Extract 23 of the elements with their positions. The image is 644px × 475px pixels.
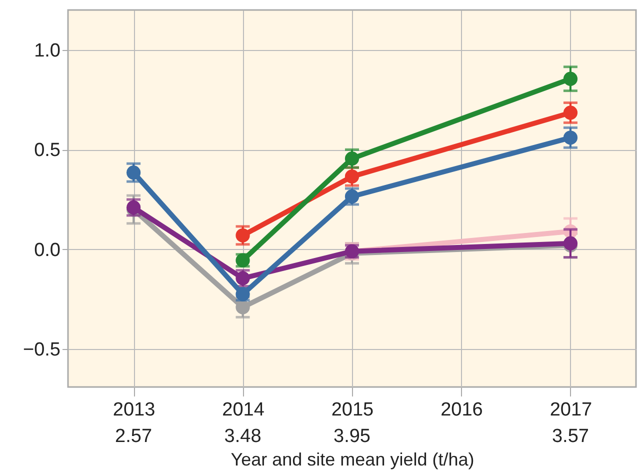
x-tick-label: 2014 — [222, 400, 265, 420]
point — [126, 166, 141, 180]
text: 3.57 — [552, 426, 589, 447]
y-tick-label: 0.5 — [34, 140, 60, 162]
point — [236, 228, 250, 242]
y-tick-label: 1.0 — [34, 40, 60, 62]
point — [344, 170, 360, 184]
point — [236, 300, 250, 314]
text: 2.57 — [115, 426, 152, 447]
point — [236, 271, 250, 286]
x-tick-label: 2015 — [331, 400, 374, 420]
point — [344, 152, 360, 166]
text: 3.95 — [334, 426, 370, 447]
point — [563, 106, 578, 120]
x-tick-label: 2013 — [112, 400, 156, 420]
y-tick-label: 0.0 — [34, 240, 60, 261]
y-tick-label: −0.5 — [22, 340, 60, 361]
x-tick-label: 2017 — [550, 400, 592, 420]
x-tick-label: 2016 — [440, 400, 483, 420]
text: 3.48 — [224, 426, 262, 447]
x-axis-title: Year and site mean yield (t/ha) — [230, 450, 474, 470]
point — [563, 72, 578, 86]
point — [563, 130, 578, 145]
